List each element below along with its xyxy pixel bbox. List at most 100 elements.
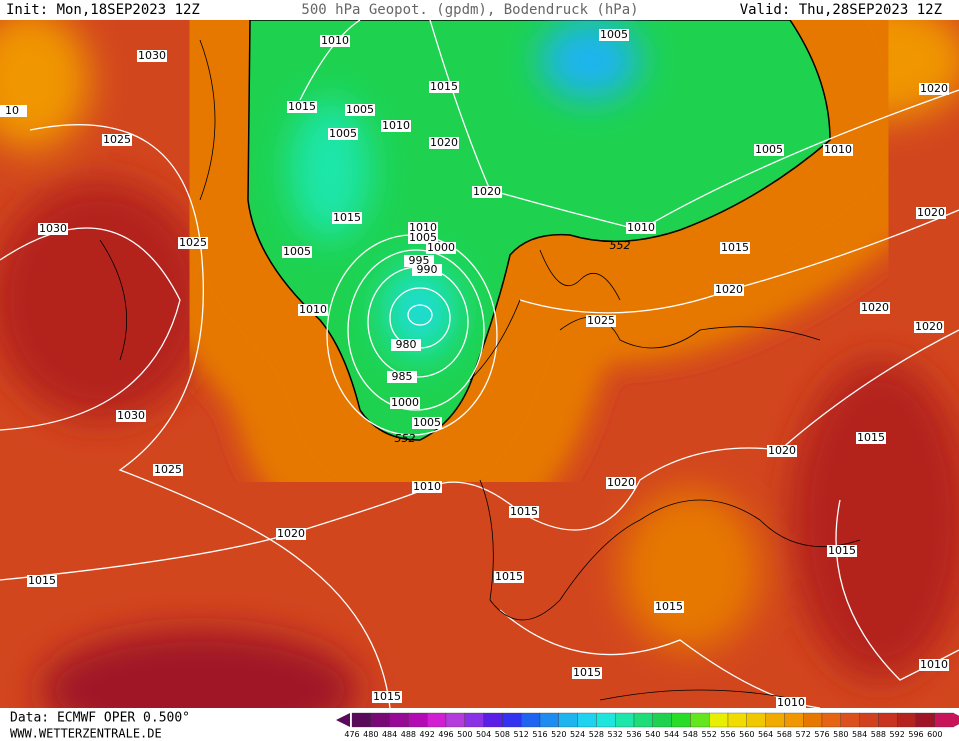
isobar-label: 1015	[495, 570, 523, 583]
isobar-label: 995	[409, 254, 430, 267]
colorbar-label: 536	[626, 730, 641, 739]
isobar-label: 10	[5, 104, 19, 117]
isobar-label: 1010	[382, 119, 410, 132]
colorbar-swatch	[577, 712, 597, 728]
label-box	[714, 284, 744, 296]
isobar-label: 552	[395, 432, 416, 445]
label-box	[372, 691, 402, 703]
isobar-label: 1015	[857, 431, 885, 444]
isobar-label: 1025	[103, 133, 131, 146]
colorbar-label: 544	[664, 730, 679, 739]
colorbar-swatch	[408, 712, 428, 728]
isobar-label: 552	[610, 239, 631, 252]
label-box	[856, 432, 886, 444]
isobar-label: 1030	[39, 222, 67, 235]
colorbar-label: 564	[758, 730, 773, 739]
label-box	[720, 242, 750, 254]
label-box	[27, 575, 57, 587]
isobar-label: 1005	[755, 143, 783, 156]
isobar-label: 980	[396, 338, 417, 351]
isobar-label: 1020	[768, 444, 796, 457]
colorbar-label: 528	[589, 730, 604, 739]
label-box	[827, 545, 857, 557]
colorbar-label: 588	[871, 730, 886, 739]
label-box	[626, 222, 656, 234]
label-box	[298, 304, 328, 316]
colorbar-label: 492	[420, 730, 435, 739]
isobar-label: 1010	[409, 221, 437, 234]
colorbar: 476 480 484 488 492 496 500 504 508 512 516 520 524 5…	[336, 712, 959, 739]
label-box	[776, 697, 806, 708]
colorbar-swatch	[389, 712, 409, 728]
label-box	[823, 144, 853, 156]
colorbar-label: 552	[702, 730, 717, 739]
label-box	[914, 321, 944, 333]
isobar-label: 1000	[427, 241, 455, 254]
label-box	[599, 29, 629, 41]
label-box	[412, 264, 442, 276]
label-box	[429, 137, 459, 149]
colorbar-label: 572	[796, 730, 811, 739]
isobar-label: 1020	[917, 206, 945, 219]
colorbar-label: 596	[908, 730, 923, 739]
colorbar-label: 476	[344, 730, 359, 739]
label-box	[102, 134, 132, 146]
isobar-label: 1030	[138, 49, 166, 62]
label-box	[860, 302, 890, 314]
colorbar-swatch	[765, 712, 785, 728]
colorbar-label: 484	[382, 730, 397, 739]
label-box	[390, 397, 420, 409]
colorbar-swatch	[445, 712, 465, 728]
label-box	[276, 528, 306, 540]
colorbar-swatch	[746, 712, 766, 728]
header-bar	[0, 0, 959, 20]
isobar-label: 1020	[715, 283, 743, 296]
isobar-label: 1020	[277, 527, 305, 540]
isobar-label: 1025	[154, 463, 182, 476]
label-box	[391, 339, 421, 351]
data-source: Data: ECMWF OPER 0.500°	[10, 711, 190, 726]
label-box	[0, 105, 27, 117]
label-box	[429, 81, 459, 93]
label-box	[754, 144, 784, 156]
colorbar-swatch	[558, 712, 578, 728]
isobar-label: 1015	[373, 690, 401, 703]
colorbar-end	[953, 713, 959, 727]
colorbar-label: 508	[495, 730, 510, 739]
colorbar-swatch	[803, 712, 823, 728]
colorbar-label: 524	[570, 730, 585, 739]
colorbar-swatch	[633, 712, 653, 728]
colorbar-label: 600	[927, 730, 942, 739]
label-box	[572, 667, 602, 679]
colorbar-label: 592	[890, 730, 905, 739]
isobar-label: 1020	[607, 476, 635, 489]
isobar-label: 1020	[861, 301, 889, 314]
colorbar-swatch	[859, 712, 879, 728]
isobar-label: 1015	[573, 666, 601, 679]
colorbar-label: 504	[476, 730, 491, 739]
label-box	[494, 571, 524, 583]
label-box	[116, 410, 146, 422]
isobar-label: 985	[392, 370, 413, 383]
isobar-label: 1015	[655, 600, 683, 613]
isobar-label: 1025	[587, 314, 615, 327]
label-box	[408, 222, 438, 234]
colorbar-swatch	[370, 712, 390, 728]
colorbar-swatch	[897, 712, 917, 728]
website: WWW.WETTERZENTRALE.DE	[10, 727, 162, 741]
label-box	[412, 417, 442, 429]
isobar-label: 1015	[721, 241, 749, 254]
colorbar-label: 532	[608, 730, 623, 739]
colorbar-label: 540	[645, 730, 660, 739]
label-box	[426, 242, 456, 254]
colorbar-label: 584	[852, 730, 867, 739]
isobar-label: 1010	[777, 696, 805, 709]
init-time: Init: Mon,18SEP2023 12Z	[6, 2, 200, 18]
colorbar-label: 568	[777, 730, 792, 739]
isobar-label: 1015	[510, 505, 538, 518]
isobar-label: 1005	[329, 127, 357, 140]
isobar-label: 1005	[409, 231, 437, 244]
isobar-label: 1010	[920, 658, 948, 671]
colorbar-label: 548	[683, 730, 698, 739]
